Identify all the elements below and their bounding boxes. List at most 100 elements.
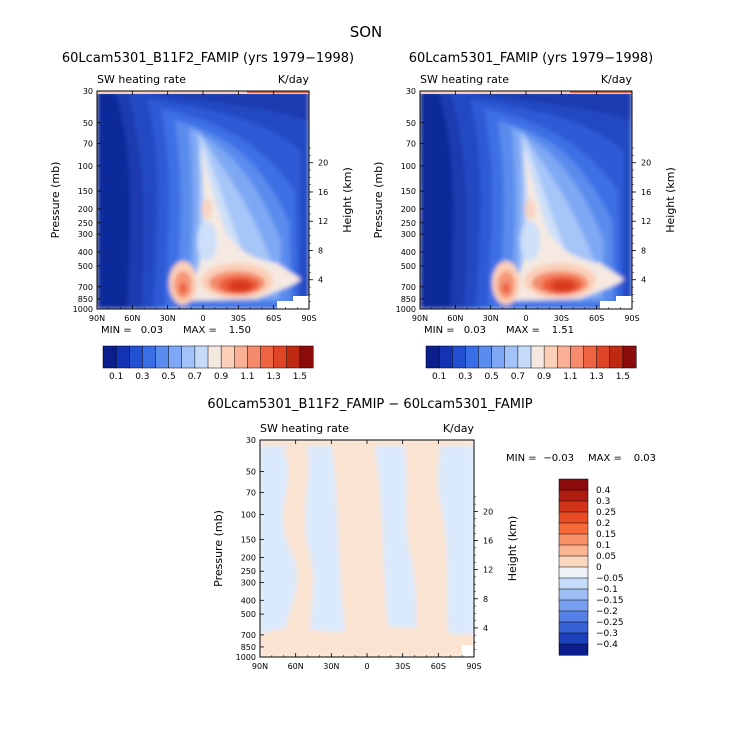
y-tick-label: 400: [241, 596, 256, 605]
colorbar-swatch: [558, 522, 589, 535]
panel-subtitle-left: SW heating rate: [260, 422, 349, 435]
x-tick-label: 0: [523, 314, 528, 323]
x-tick-label: 0: [364, 662, 369, 671]
colorbar-swatch: [558, 478, 589, 491]
colorbar-swatch: [583, 345, 598, 369]
y-tick-label: 100: [78, 162, 93, 171]
colorbar-label: 0.5: [161, 372, 175, 382]
colorbar-swatch: [558, 621, 589, 634]
y-tick-label: 70: [406, 140, 416, 149]
y-tick-label: 400: [401, 248, 416, 257]
colorbar-label: 0.3: [596, 497, 610, 507]
figure-title: SON: [350, 23, 383, 41]
max-label: MAX =: [506, 325, 540, 336]
colorbar-swatch: [517, 345, 532, 369]
y2-tick-label: 8: [483, 595, 488, 604]
y-tick-label: 300: [78, 230, 93, 239]
colorbar-swatch: [558, 500, 589, 513]
colorbar-label: 0.5: [484, 372, 498, 382]
colorbar-swatch: [299, 345, 314, 369]
max-label: MAX =: [588, 453, 622, 464]
y-tick-label: 250: [401, 219, 416, 228]
min-value: 0.03: [141, 325, 163, 336]
colorbar-label: −0.3: [596, 629, 618, 639]
y-tick-label: 150: [241, 536, 256, 545]
colorbar-swatch: [260, 345, 275, 369]
colorbar-label: −0.2: [596, 607, 618, 617]
y-tick-label: 50: [246, 468, 256, 477]
colorbar-swatch: [181, 345, 196, 369]
colorbar-swatch: [273, 345, 288, 369]
y2-tick-label: 20: [641, 159, 651, 168]
colorbar-label: 0.1: [109, 372, 123, 382]
x-tick-label: 90N: [252, 662, 268, 671]
y-tick-label: 300: [401, 230, 416, 239]
y-tick-label: 700: [241, 631, 256, 640]
y2-tick-label: 4: [318, 276, 323, 285]
colorbar-swatch: [129, 345, 143, 369]
x-tick-label: 60S: [266, 314, 281, 323]
colorbar-label: 1.5: [616, 372, 630, 382]
panel-subtitle-right: K/day: [278, 73, 310, 86]
panel-subtitle-left: SW heating rate: [97, 73, 186, 86]
colorbar-swatch: [558, 599, 589, 612]
colorbar-label: 0.7: [188, 372, 202, 382]
colorbar-label: −0.25: [596, 618, 624, 628]
y-tick-label: 100: [401, 162, 416, 171]
colorbar-label: 0.9: [214, 372, 229, 382]
colorbar-label: 1.1: [240, 372, 254, 382]
y-tick-label: 850: [241, 643, 256, 652]
colorbar-label: 1.1: [563, 372, 577, 382]
colorbar-swatch: [142, 345, 157, 369]
colorbar-swatch: [504, 345, 519, 369]
max-value: 0.03: [634, 453, 656, 464]
panel-title: 60Lcam5301_FAMIP (yrs 1979−1998): [409, 51, 654, 66]
min-value: 0.03: [464, 325, 486, 336]
colorbar: 0.1 0.3 0.5 0.7 0.9 1.1 1.3 1.5: [102, 345, 314, 382]
y-tick-label: 30: [406, 87, 416, 96]
colorbar-label: 0.15: [596, 530, 616, 540]
panel-subtitle-right: K/day: [601, 73, 633, 86]
colorbar-swatch: [543, 345, 558, 369]
colorbar-swatch: [155, 345, 170, 369]
colorbar-swatch: [558, 489, 589, 502]
y2-tick-label: 16: [483, 537, 493, 546]
x-tick-label: 60N: [124, 314, 140, 323]
y2-tick-label: 12: [641, 217, 651, 226]
min-label: MIN =: [101, 325, 132, 336]
x-tick-label: 30S: [231, 314, 246, 323]
y2-tick-label: 20: [318, 159, 328, 168]
colorbar-swatch: [558, 533, 589, 546]
colorbar-label: 1.3: [266, 372, 280, 382]
colorbar-label: 0.1: [596, 541, 610, 551]
min-value: −0.03: [543, 453, 574, 464]
colorbar-swatch: [478, 345, 493, 369]
y-axis-label: Pressure (mb): [212, 510, 225, 587]
y-tick-label: 100: [241, 511, 256, 520]
colorbar-swatch: [247, 345, 262, 369]
colorbar-label: −0.05: [596, 574, 624, 584]
y2-axis-label: Height (km): [341, 167, 354, 233]
y-tick-label: 200: [401, 205, 416, 214]
max-label: MAX =: [183, 325, 217, 336]
y-tick-label: 30: [246, 436, 256, 445]
y-tick-label: 700: [78, 283, 93, 292]
colorbar-label: 0.2: [596, 519, 610, 529]
colorbar-label: 0.9: [537, 372, 552, 382]
colorbar-swatch: [234, 345, 248, 369]
colorbar-swatch: [558, 632, 589, 645]
x-tick-label: 60N: [447, 314, 463, 323]
heatmap-field: [420, 91, 632, 309]
y-tick-label: 150: [78, 187, 93, 196]
y-tick-label: 500: [401, 262, 416, 271]
y-tick-label: 500: [241, 610, 256, 619]
y2-tick-label: 8: [641, 246, 646, 255]
y2-tick-label: 4: [641, 276, 646, 285]
panel-title: 60Lcam5301_B11F2_FAMIP − 60Lcam5301_FAMI…: [207, 397, 532, 412]
colorbar-label: 0.1: [432, 372, 446, 382]
x-tick-label: 60N: [288, 662, 304, 671]
colorbar-swatch: [558, 566, 589, 579]
colorbar-swatch: [530, 345, 545, 369]
y-tick-label: 300: [241, 578, 256, 587]
